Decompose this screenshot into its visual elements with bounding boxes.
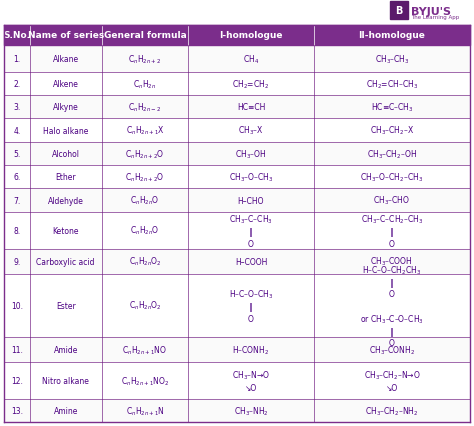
Text: Amide: Amide [54, 345, 78, 354]
Text: C$_n$H$_{2n+2}$O: C$_n$H$_{2n+2}$O [125, 148, 164, 160]
Text: H–COOH: H–COOH [235, 257, 267, 266]
Text: H–CHO: H–CHO [238, 196, 264, 205]
Text: CH$_3$–CH$_3$: CH$_3$–CH$_3$ [374, 53, 410, 66]
Text: 9.: 9. [13, 257, 20, 266]
Text: CH$_2$=CH–CH$_3$: CH$_2$=CH–CH$_3$ [366, 78, 418, 90]
Text: 6.: 6. [13, 173, 20, 182]
Text: C$_n$H$_{2n+1}$NO: C$_n$H$_{2n+1}$NO [122, 343, 167, 356]
Text: Alkyne: Alkyne [53, 103, 79, 112]
Text: I-homologue: I-homologue [219, 32, 283, 40]
Text: CH$_2$=CH$_2$: CH$_2$=CH$_2$ [232, 78, 270, 90]
Text: HC≡CH: HC≡CH [237, 103, 265, 112]
Text: 7.: 7. [13, 196, 20, 205]
Text: Ketone: Ketone [53, 226, 79, 235]
Text: B: B [395, 6, 403, 16]
Text: 1.: 1. [13, 55, 20, 64]
Text: HC≡C–CH$_3$: HC≡C–CH$_3$ [371, 101, 413, 114]
Text: H–C–O–CH$_2$CH$_3$
‖
O

or CH$_3$–C–O–CH$_3$
‖
O: H–C–O–CH$_2$CH$_3$ ‖ O or CH$_3$–C–O–CH$… [360, 264, 424, 347]
Text: CH$_3$–CH$_2$–NH$_2$: CH$_3$–CH$_2$–NH$_2$ [365, 404, 419, 417]
Bar [4, 337, 470, 362]
Text: Alkene: Alkene [53, 80, 79, 89]
Text: Name of series: Name of series [27, 32, 104, 40]
Text: General formula: General formula [104, 32, 186, 40]
Text: CH$_4$: CH$_4$ [243, 53, 259, 66]
Text: CH$_3$–O–CH$_2$–CH$_3$: CH$_3$–O–CH$_2$–CH$_3$ [360, 171, 424, 184]
Text: BYJU'S: BYJU'S [411, 7, 451, 17]
Text: CH$_3$–C–CH$_2$–CH$_3$
‖
O: CH$_3$–C–CH$_2$–CH$_3$ ‖ O [361, 213, 423, 248]
Text: Amine: Amine [54, 406, 78, 415]
Text: Alkane: Alkane [53, 55, 79, 64]
Text: S.No.: S.No. [3, 32, 30, 40]
Text: C$_n$H$_{2n-2}$: C$_n$H$_{2n-2}$ [128, 101, 162, 114]
Text: CH$_3$–CH$_2$–X: CH$_3$–CH$_2$–X [370, 124, 414, 137]
Text: 4.: 4. [13, 126, 20, 135]
Text: 5.: 5. [13, 150, 20, 158]
Text: Carboxylic acid: Carboxylic acid [36, 257, 95, 266]
Text: CH$_3$–C–CH$_3$
‖
O: CH$_3$–C–CH$_3$ ‖ O [229, 213, 273, 248]
Text: C$_n$H$_{2n}$O$_2$: C$_n$H$_{2n}$O$_2$ [128, 255, 162, 268]
Text: Ester: Ester [56, 301, 76, 310]
Text: CH$_3$–CH$_2$–OH: CH$_3$–CH$_2$–OH [367, 148, 417, 160]
Text: CH$_3$–CHO: CH$_3$–CHO [374, 194, 410, 207]
Text: 3.: 3. [13, 103, 20, 112]
Text: CH$_3$–N→O
↘O: CH$_3$–N→O ↘O [232, 368, 270, 392]
Text: C$_n$H$_{2n+1}$X: C$_n$H$_{2n+1}$X [126, 124, 164, 137]
Text: 8.: 8. [13, 226, 20, 235]
Text: 11.: 11. [11, 345, 23, 354]
Text: 10.: 10. [11, 301, 23, 310]
Bar [4, 362, 470, 399]
Text: CH$_3$–CONH$_2$: CH$_3$–CONH$_2$ [369, 343, 415, 356]
Text: C$_n$H$_{2n}$O$_2$: C$_n$H$_{2n}$O$_2$ [128, 299, 162, 312]
Bar [4, 119, 470, 142]
Text: CH$_3$–O–CH$_3$: CH$_3$–O–CH$_3$ [228, 171, 273, 184]
Text: Halo alkane: Halo alkane [43, 126, 89, 135]
Text: C$_n$H$_{2n+2}$O: C$_n$H$_{2n+2}$O [125, 171, 164, 184]
Text: II-homologue: II-homologue [358, 32, 425, 40]
Text: 2.: 2. [13, 80, 20, 89]
Text: C$_n$H$_{2n+2}$: C$_n$H$_{2n+2}$ [128, 53, 162, 66]
Text: Nitro alkane: Nitro alkane [42, 376, 89, 385]
Text: CH$_3$–NH$_2$: CH$_3$–NH$_2$ [234, 404, 268, 417]
Bar [4, 142, 470, 166]
Bar [4, 249, 470, 274]
Text: CH$_3$–OH: CH$_3$–OH [235, 148, 267, 160]
Text: Aldehyde: Aldehyde [48, 196, 84, 205]
Text: CH$_3$–X: CH$_3$–X [238, 124, 264, 137]
Text: CH$_3$–COOH: CH$_3$–COOH [371, 255, 413, 268]
Bar [4, 46, 470, 72]
Text: 12.: 12. [11, 376, 23, 385]
Bar [4, 399, 470, 422]
Text: 13.: 13. [11, 406, 23, 415]
Text: C$_n$H$_{2n}$O: C$_n$H$_{2n}$O [130, 194, 160, 207]
Text: H–C–O–CH$_3$
‖
O: H–C–O–CH$_3$ ‖ O [228, 288, 273, 323]
Text: C$_n$H$_{2n}$O: C$_n$H$_{2n}$O [130, 225, 160, 237]
Bar [390, 2, 408, 20]
Bar [4, 96, 470, 119]
Text: C$_n$H$_{2n+1}$NO$_2$: C$_n$H$_{2n+1}$NO$_2$ [121, 374, 169, 387]
Bar [4, 72, 470, 96]
Text: H–CONH$_2$: H–CONH$_2$ [232, 343, 270, 356]
Bar [4, 212, 470, 249]
Text: C$_n$H$_{2n}$: C$_n$H$_{2n}$ [133, 78, 156, 90]
Text: Alcohol: Alcohol [52, 150, 80, 158]
Text: CH$_3$–CH$_2$–N→O
↘O: CH$_3$–CH$_2$–N→O ↘O [364, 368, 420, 392]
Bar [4, 189, 470, 212]
Text: Ether: Ether [55, 173, 76, 182]
Bar [4, 166, 470, 189]
Text: C$_n$H$_{2n+1}$N: C$_n$H$_{2n+1}$N [126, 404, 164, 417]
Bar [4, 26, 470, 46]
Bar [4, 274, 470, 337]
Text: The Learning App: The Learning App [411, 15, 459, 20]
